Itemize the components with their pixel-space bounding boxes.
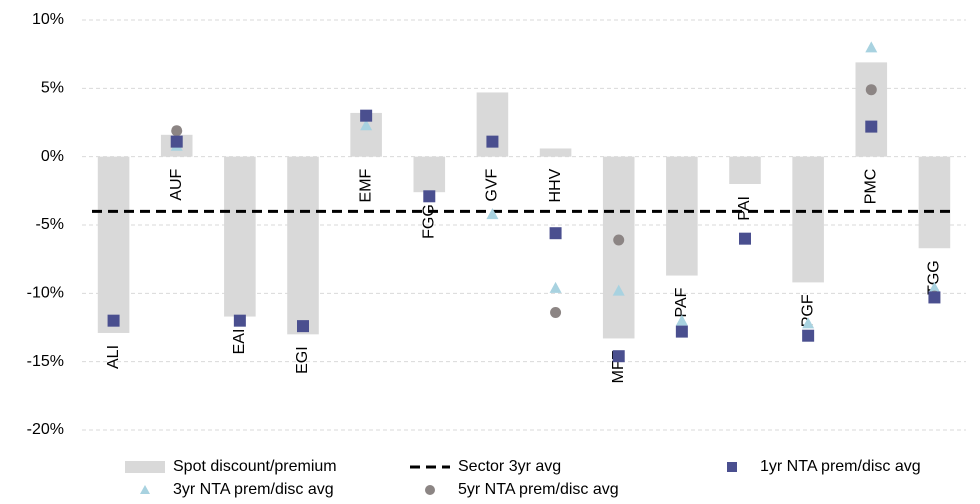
square-marker xyxy=(170,135,183,148)
x-tick-label: PGF xyxy=(799,294,816,327)
legend-label: 3yr NTA prem/disc avg xyxy=(173,481,334,498)
legend-swatch xyxy=(125,461,165,473)
square-marker xyxy=(107,314,120,327)
legend-label: Spot discount/premium xyxy=(173,458,337,475)
square-marker xyxy=(423,190,436,203)
y-tick-label: -5% xyxy=(36,216,64,233)
x-tick-label: PMC xyxy=(863,169,880,205)
x-tick-label: PAF xyxy=(673,287,690,317)
y-tick-label: 5% xyxy=(41,80,64,97)
circle-marker xyxy=(865,84,877,96)
square-marker xyxy=(297,320,309,333)
triangle-marker xyxy=(802,317,815,329)
bar xyxy=(729,156,761,184)
triangle-marker xyxy=(928,281,941,293)
x-tick-label: ALI xyxy=(105,345,122,369)
legend-swatch xyxy=(425,485,435,495)
bar xyxy=(287,156,319,335)
circle-marker xyxy=(550,306,562,318)
triangle-marker xyxy=(612,284,625,296)
x-tick-label: FGG xyxy=(421,204,438,239)
bar xyxy=(539,148,572,157)
circle-marker xyxy=(613,234,625,246)
y-tick-label: -15% xyxy=(27,353,64,370)
square-marker xyxy=(486,135,499,148)
triangle-marker xyxy=(360,119,373,131)
triangle-marker xyxy=(865,41,878,53)
y-tick-label: -10% xyxy=(27,285,64,302)
x-tick-label: PAI xyxy=(736,196,753,221)
x-tick-label: EGI xyxy=(294,346,311,374)
bar xyxy=(666,156,698,276)
x-tick-label: TGG xyxy=(926,260,943,295)
square-marker xyxy=(739,232,751,245)
triangle-marker xyxy=(486,208,499,220)
legend-label: 1yr NTA prem/disc avg xyxy=(760,458,921,475)
bar xyxy=(224,156,256,317)
y-tick-label: -20% xyxy=(27,421,64,438)
bar xyxy=(602,156,635,339)
x-tick-label: HHV xyxy=(547,168,564,202)
legend-swatch xyxy=(727,462,737,472)
square-marker xyxy=(865,120,878,133)
x-tick-label: AUF xyxy=(168,168,185,200)
legend-label: Sector 3yr avg xyxy=(458,458,561,475)
circle-marker xyxy=(171,125,183,137)
square-marker xyxy=(675,325,688,338)
x-tick-label: GVF xyxy=(484,168,501,201)
bar xyxy=(792,156,824,283)
square-marker xyxy=(233,314,246,327)
triangle-marker xyxy=(549,281,562,293)
x-tick-label: EAI xyxy=(231,329,248,355)
bar xyxy=(918,156,951,249)
bar xyxy=(97,156,130,333)
square-marker xyxy=(612,350,625,363)
square-marker xyxy=(802,329,815,342)
bar xyxy=(855,62,888,157)
legend-label: 5yr NTA prem/disc avg xyxy=(458,481,619,498)
legend-swatch xyxy=(140,485,150,494)
y-tick-label: 10% xyxy=(32,11,64,28)
bar xyxy=(413,156,446,193)
x-tick-label: EMF xyxy=(357,168,374,202)
square-marker xyxy=(360,109,373,122)
square-marker xyxy=(928,291,941,304)
y-tick-label: 0% xyxy=(41,148,64,165)
triangle-marker xyxy=(675,314,688,326)
square-marker xyxy=(549,227,562,240)
